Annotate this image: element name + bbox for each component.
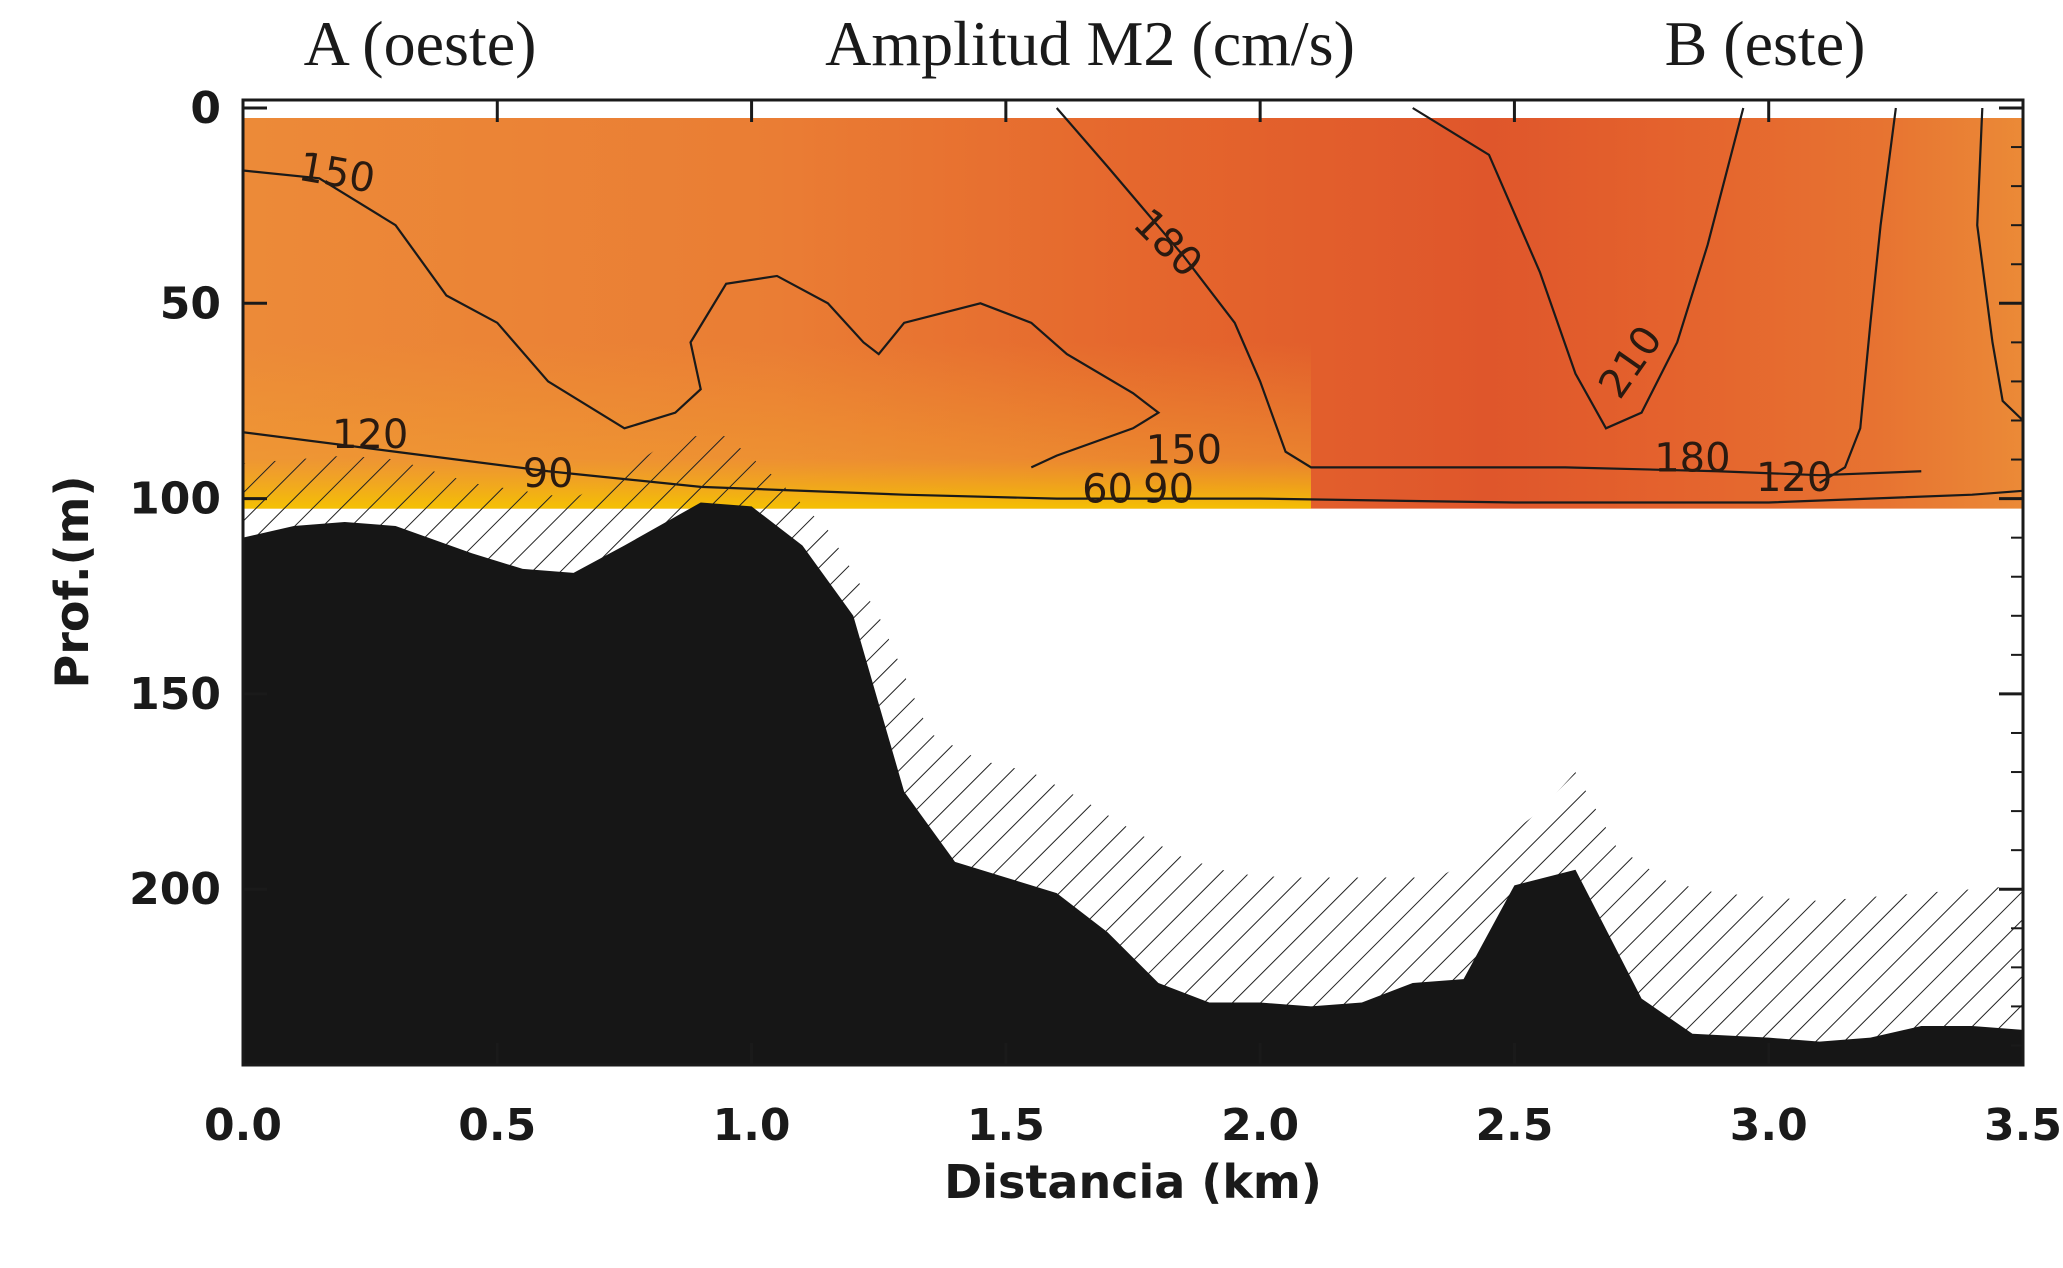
left-end-label: A (oeste)	[304, 8, 537, 79]
contour-line	[243, 431, 2023, 504]
contour-lines	[243, 107, 2023, 504]
contour-label: 90	[523, 451, 574, 497]
y-tick-label: 50	[160, 278, 221, 329]
contour-label: 90	[1143, 467, 1194, 513]
contour-label: 120	[332, 412, 408, 458]
x-axis-label: Distancia (km)	[944, 1155, 1322, 1209]
x-tick-label: 3.5	[1984, 1100, 2062, 1151]
y-tick-label: 100	[129, 474, 221, 525]
plot-frame	[241, 98, 2025, 1067]
x-axis-ticks: 0.0 0.5 1.0 1.5 2.0 2.5 3.0 3.5	[204, 100, 2062, 1151]
seafloor-bathymetry	[243, 502, 2023, 1065]
contour-line	[1818, 107, 1897, 484]
y-axis-ticks: 0 50 100 150 200	[129, 83, 2023, 1047]
contour-label: 150	[1146, 427, 1222, 473]
x-tick-label: 0.0	[204, 1100, 282, 1151]
x-tick-label: 1.0	[713, 1100, 791, 1151]
contour-label: 60	[1082, 467, 1133, 513]
contour-line	[1412, 107, 1745, 430]
x-tick-label: 2.0	[1221, 1100, 1299, 1151]
contour-line	[1055, 107, 1922, 477]
contour-label: 180	[1654, 435, 1730, 481]
x-tick-label: 3.0	[1730, 1100, 1808, 1151]
y-tick-label: 0	[190, 83, 221, 134]
x-tick-label: 2.5	[1475, 1100, 1553, 1151]
y-axis-label: Prof.(m)	[45, 476, 99, 689]
x-tick-label: 1.5	[967, 1100, 1045, 1151]
y-tick-label: 150	[129, 669, 221, 720]
x-tick-label: 0.5	[458, 1100, 536, 1151]
chart-title: Amplitud M2 (cm/s)	[825, 8, 1355, 79]
contour-label: 120	[1756, 455, 1832, 501]
y-tick-label: 200	[129, 864, 221, 915]
contour-line	[243, 169, 1161, 469]
contour-line	[1976, 107, 2023, 422]
right-end-label: B (este)	[1665, 8, 1866, 79]
